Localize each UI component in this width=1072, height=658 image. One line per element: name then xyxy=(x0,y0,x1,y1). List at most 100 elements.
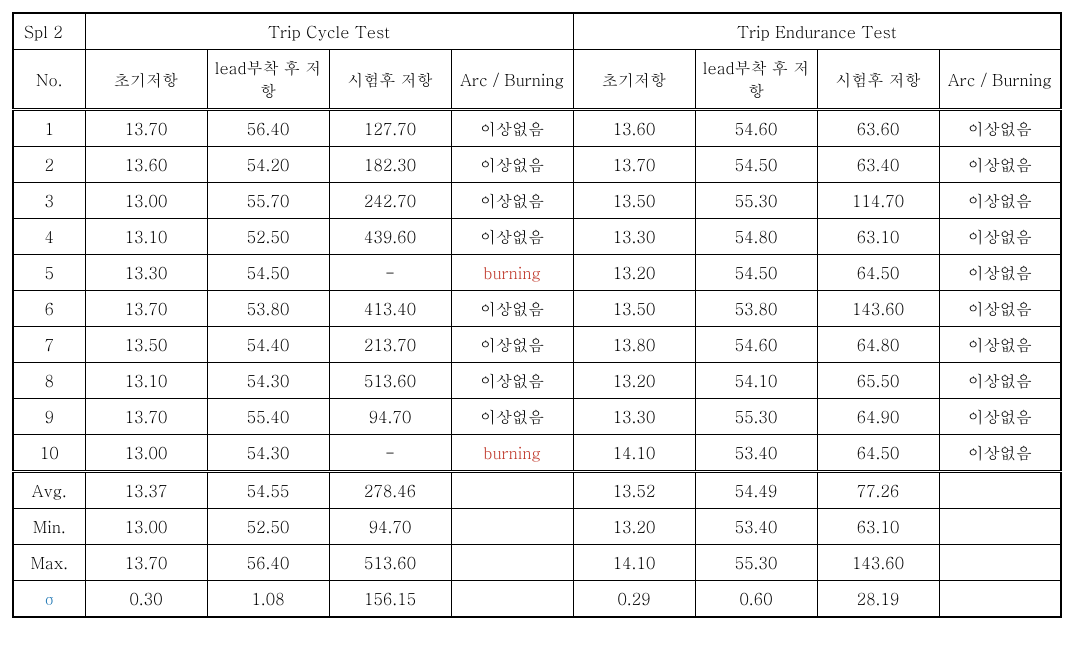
endurance-cell: 이상없음 xyxy=(939,147,1061,183)
data-table: Spl 2 Trip Cycle Test Trip Endurance Tes… xyxy=(12,12,1062,618)
summary-cell: 0.60 xyxy=(695,581,817,618)
header-col: 초기저항 xyxy=(573,50,695,110)
table-row: 1013.0054.30-burning14.1053.4064.50이상없음 xyxy=(13,435,1061,472)
endurance-cell: 이상없음 xyxy=(939,291,1061,327)
cycle-cell: 53.80 xyxy=(207,291,329,327)
endurance-cell: 13.20 xyxy=(573,363,695,399)
cycle-cell: 55.70 xyxy=(207,183,329,219)
endurance-cell: 53.80 xyxy=(695,291,817,327)
cycle-cell: 13.50 xyxy=(85,327,207,363)
row-no: 8 xyxy=(13,363,85,399)
summary-cell xyxy=(451,581,573,618)
endurance-cell: 13.80 xyxy=(573,327,695,363)
summary-cell: 56.40 xyxy=(207,545,329,581)
summary-cell xyxy=(939,581,1061,618)
summary-cell xyxy=(939,509,1061,545)
cycle-cell: 127.70 xyxy=(329,110,451,147)
summary-cell: 54.49 xyxy=(695,472,817,509)
cycle-cell: 13.70 xyxy=(85,291,207,327)
cycle-cell: 54.50 xyxy=(207,255,329,291)
table-row: 113.7056.40127.70이상없음13.6054.6063.60이상없음 xyxy=(13,110,1061,147)
row-no: 1 xyxy=(13,110,85,147)
cycle-cell: 56.40 xyxy=(207,110,329,147)
cycle-cell: 이상없음 xyxy=(451,219,573,255)
endurance-cell: 이상없음 xyxy=(939,327,1061,363)
endurance-cell: 63.60 xyxy=(817,110,939,147)
summary-cell xyxy=(939,545,1061,581)
row-no: 5 xyxy=(13,255,85,291)
header-col: Arc / Burning xyxy=(451,50,573,110)
cycle-cell: 213.70 xyxy=(329,327,451,363)
endurance-cell: 13.50 xyxy=(573,291,695,327)
header-col: lead부착 후 저항 xyxy=(207,50,329,110)
endurance-cell: 13.70 xyxy=(573,147,695,183)
endurance-cell: 63.10 xyxy=(817,219,939,255)
endurance-cell: 13.20 xyxy=(573,255,695,291)
summary-cell: 52.50 xyxy=(207,509,329,545)
row-no: 3 xyxy=(13,183,85,219)
endurance-cell: 13.30 xyxy=(573,399,695,435)
header-group-cycle: Trip Cycle Test xyxy=(85,13,573,50)
table-row: 213.6054.20182.30이상없음13.7054.5063.40이상없음 xyxy=(13,147,1061,183)
summary-cell: 77.26 xyxy=(817,472,939,509)
summary-cell: 13.37 xyxy=(85,472,207,509)
endurance-cell: 54.50 xyxy=(695,255,817,291)
endurance-cell: 64.80 xyxy=(817,327,939,363)
endurance-cell: 64.50 xyxy=(817,435,939,472)
summary-cell: 513.60 xyxy=(329,545,451,581)
endurance-cell: 이상없음 xyxy=(939,363,1061,399)
cycle-cell: 이상없음 xyxy=(451,363,573,399)
summary-cell: 28.19 xyxy=(817,581,939,618)
cycle-cell: 13.00 xyxy=(85,183,207,219)
header-spl: Spl 2 xyxy=(13,13,85,50)
endurance-cell: 이상없음 xyxy=(939,435,1061,472)
summary-cell: 13.70 xyxy=(85,545,207,581)
cycle-cell: 94.70 xyxy=(329,399,451,435)
summary-cell: 13.00 xyxy=(85,509,207,545)
endurance-cell: 이상없음 xyxy=(939,255,1061,291)
summary-cell: 278.46 xyxy=(329,472,451,509)
cycle-cell: 242.70 xyxy=(329,183,451,219)
summary-cell: 53.40 xyxy=(695,509,817,545)
summary-cell: 0.29 xyxy=(573,581,695,618)
summary-cell: 55.30 xyxy=(695,545,817,581)
cycle-cell: 13.10 xyxy=(85,219,207,255)
table-row: 713.5054.40213.70이상없음13.8054.6064.80이상없음 xyxy=(13,327,1061,363)
cycle-cell: 54.30 xyxy=(207,435,329,472)
summary-cell: 63.10 xyxy=(817,509,939,545)
header-group-endurance: Trip Endurance Test xyxy=(573,13,1061,50)
row-no: 6 xyxy=(13,291,85,327)
endurance-cell: 54.60 xyxy=(695,110,817,147)
endurance-cell: 13.60 xyxy=(573,110,695,147)
summary-row: Avg.13.3754.55278.4613.5254.4977.26 xyxy=(13,472,1061,509)
endurance-cell: 이상없음 xyxy=(939,219,1061,255)
endurance-cell: 54.60 xyxy=(695,327,817,363)
summary-cell: 13.52 xyxy=(573,472,695,509)
table-row: 513.3054.50-burning13.2054.5064.50이상없음 xyxy=(13,255,1061,291)
summary-cell: 14.10 xyxy=(573,545,695,581)
header-col: lead부착 후 저항 xyxy=(695,50,817,110)
cycle-cell: 182.30 xyxy=(329,147,451,183)
header-col: Arc / Burning xyxy=(939,50,1061,110)
summary-cell: 143.60 xyxy=(817,545,939,581)
cycle-cell: 이상없음 xyxy=(451,183,573,219)
cycle-cell: 13.00 xyxy=(85,435,207,472)
endurance-cell: 14.10 xyxy=(573,435,695,472)
cycle-cell: 54.30 xyxy=(207,363,329,399)
row-no: 2 xyxy=(13,147,85,183)
cycle-cell: - xyxy=(329,255,451,291)
header-row-1: Spl 2 Trip Cycle Test Trip Endurance Tes… xyxy=(13,13,1061,50)
cycle-cell: 55.40 xyxy=(207,399,329,435)
endurance-cell: 65.50 xyxy=(817,363,939,399)
summary-cell: 1.08 xyxy=(207,581,329,618)
cycle-cell: 13.70 xyxy=(85,399,207,435)
endurance-cell: 64.50 xyxy=(817,255,939,291)
header-row-2: No. 초기저항 lead부착 후 저항 시험후 저항 Arc / Burnin… xyxy=(13,50,1061,110)
cycle-cell: 54.40 xyxy=(207,327,329,363)
summary-cell xyxy=(451,472,573,509)
endurance-cell: 143.60 xyxy=(817,291,939,327)
header-col: 시험후 저항 xyxy=(329,50,451,110)
endurance-cell: 64.90 xyxy=(817,399,939,435)
endurance-cell: 63.40 xyxy=(817,147,939,183)
summary-row: Min.13.0052.5094.7013.2053.4063.10 xyxy=(13,509,1061,545)
